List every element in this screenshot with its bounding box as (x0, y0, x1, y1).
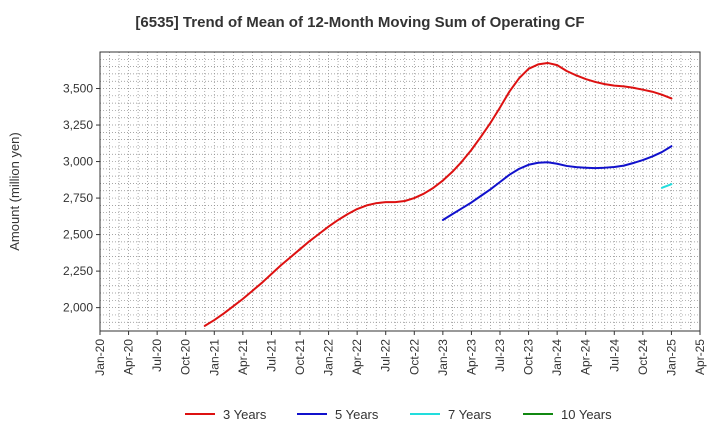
x-tick-label: Jul-23 (493, 339, 507, 372)
y-tick-label: 3,250 (63, 118, 93, 132)
series-line-7-years (660, 183, 673, 189)
x-tick-label: Jan-21 (207, 339, 221, 376)
x-tick-label: Oct-20 (179, 339, 193, 375)
x-tick-label: Apr-22 (350, 339, 364, 375)
x-tick-label: Jul-20 (150, 339, 164, 372)
y-axis-label: Amount (million yen) (7, 132, 22, 251)
y-tick-label: 3,000 (63, 155, 93, 169)
series-line-3-years (203, 61, 673, 327)
legend-label-5-years: 5 Years (335, 407, 379, 422)
y-tick-label: 3,500 (63, 82, 93, 96)
y-tick-label: 2,000 (63, 301, 93, 315)
y-tick-label: 2,500 (63, 228, 93, 242)
x-tick-label: Oct-21 (293, 339, 307, 375)
x-tick-label: Jul-21 (264, 339, 278, 372)
x-tick-label: Oct-23 (522, 339, 536, 375)
x-tick-label: Jan-23 (436, 339, 450, 376)
y-axis: 2,000 2,250 2,500 2,750 3,000 3,250 3,500 (63, 82, 100, 315)
x-tick-label: Jan-22 (322, 339, 336, 376)
grid (99, 51, 701, 331)
series-lines (203, 61, 673, 327)
y-tick-label: 2,750 (63, 191, 93, 205)
x-tick-label: Apr-25 (693, 339, 707, 375)
x-tick-label: Jan-25 (664, 339, 678, 376)
series-line-5-years (441, 145, 673, 221)
legend: 3 Years 5 Years 7 Years 10 Years (185, 407, 612, 422)
x-tick-label: Jan-20 (93, 339, 107, 376)
x-tick-label: Apr-23 (464, 339, 478, 375)
legend-label-7-years: 7 Years (448, 407, 492, 422)
x-tick-label: Apr-20 (122, 339, 136, 375)
plot-frame (99, 51, 701, 332)
x-tick-label: Oct-22 (407, 339, 421, 375)
legend-label-3-years: 3 Years (223, 407, 267, 422)
x-axis: Jan-20 Apr-20 Jul-20 Oct-20 Jan-21 Apr-21 Jul-… (93, 331, 707, 376)
x-tick-label: Jan-24 (550, 339, 564, 376)
x-tick-label: Apr-21 (236, 339, 250, 375)
chart-title: [6535] Trend of Mean of 12-Month Moving … (135, 14, 584, 31)
legend-label-10-years: 10 Years (561, 407, 612, 422)
y-tick-label: 2,250 (63, 264, 93, 278)
x-tick-label: Oct-24 (636, 339, 650, 375)
x-tick-label: Jul-22 (379, 339, 393, 372)
x-tick-label: Apr-24 (579, 339, 593, 375)
x-tick-label: Jul-24 (607, 339, 621, 372)
